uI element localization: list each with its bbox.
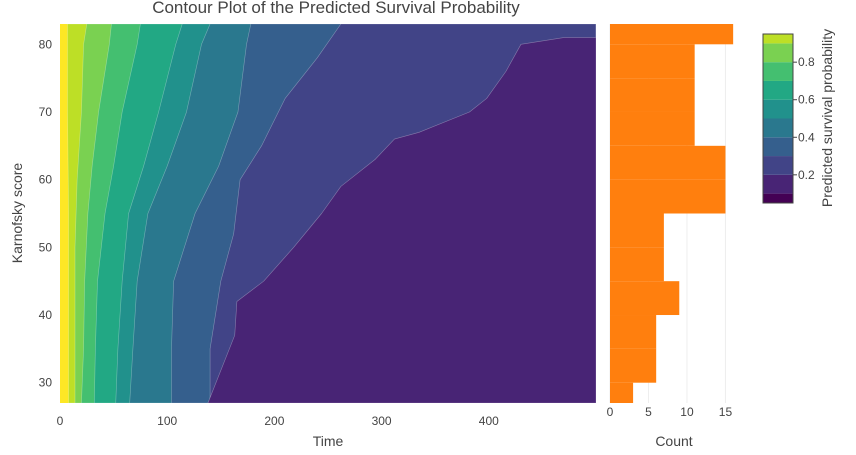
histogram-bar <box>610 382 634 403</box>
colorbar-swatch <box>763 174 793 194</box>
y-tick-label: 70 <box>39 105 53 119</box>
contour-plot: 0 100 200 300 400 30 40 50 60 70 80 <box>39 23 597 428</box>
histogram-bars <box>610 24 734 403</box>
contour-band <box>207 23 597 404</box>
colorbar-tick-label: 0.2 <box>798 168 815 182</box>
histogram-x-tick-label: 15 <box>719 405 733 419</box>
histogram-bar <box>610 348 657 383</box>
y-tick-label: 40 <box>39 308 53 322</box>
colorbar-tick-label: 0.8 <box>798 55 815 69</box>
x-tick-label: 300 <box>372 414 392 428</box>
chart-title: Contour Plot of the Predicted Survival P… <box>152 0 520 17</box>
colorbar-swatch <box>763 193 793 203</box>
histogram-bar <box>610 111 695 146</box>
colorbar-swatches <box>763 34 793 203</box>
histogram-x-tick-label: 10 <box>680 405 694 419</box>
histogram-bar <box>610 145 726 180</box>
histogram-bar <box>610 24 734 45</box>
colorbar-title: Predicted survival probability <box>819 29 835 207</box>
colorbar-swatch <box>763 34 793 44</box>
colorbar-border <box>762 33 794 204</box>
histogram-bar <box>610 281 680 316</box>
histogram-x-tick-label: 0 <box>607 405 614 419</box>
x-tick-label: 200 <box>264 414 284 428</box>
colorbar-ticks: 0.2 0.4 0.6 0.8 <box>793 55 815 182</box>
colorbar-swatch <box>763 118 793 138</box>
contour-x-ticks: 0 100 200 300 400 <box>57 414 499 428</box>
histogram-bar <box>610 44 695 79</box>
colorbar-swatch <box>763 156 793 175</box>
histogram-bar <box>610 247 664 282</box>
colorbar-tick-label: 0.6 <box>798 93 815 107</box>
colorbar-tick-label: 0.4 <box>798 130 815 144</box>
colorbar: 0.2 0.4 0.6 0.8 <box>762 33 815 204</box>
histogram-plot: 0 5 10 15 <box>607 24 734 419</box>
histogram-x-axis-title: Count <box>655 433 692 449</box>
contour-y-ticks: 30 40 50 60 70 80 <box>39 37 53 389</box>
x-tick-label: 100 <box>157 414 177 428</box>
y-axis-title: Karnofsky score <box>9 163 25 264</box>
y-tick-label: 30 <box>39 376 53 390</box>
colorbar-swatch <box>763 62 793 81</box>
histogram-bar <box>610 78 695 112</box>
histogram-bar <box>610 315 657 349</box>
histogram-bar <box>610 213 664 248</box>
histogram-x-tick-label: 5 <box>645 405 652 419</box>
y-tick-label: 60 <box>39 173 53 187</box>
y-tick-label: 80 <box>39 37 53 51</box>
histogram-bar <box>610 179 726 214</box>
x-axis-title: Time <box>313 433 344 449</box>
colorbar-swatch <box>763 80 793 100</box>
colorbar-swatch <box>763 99 793 119</box>
colorbar-swatch <box>763 43 793 63</box>
contour-bands <box>67 23 597 404</box>
colorbar-swatch <box>763 137 793 157</box>
x-tick-label: 0 <box>57 414 64 428</box>
y-tick-label: 50 <box>39 240 53 254</box>
histogram-x-ticks: 0 5 10 15 <box>607 405 733 419</box>
x-tick-label: 400 <box>479 414 499 428</box>
